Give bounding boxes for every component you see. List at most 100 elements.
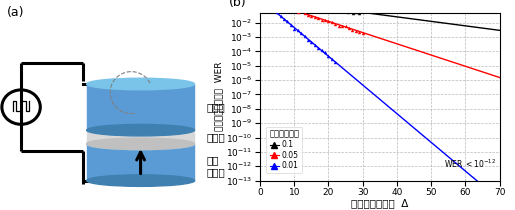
Point [280, 7, 288, 10]
Point [311, 15, 319, 19]
Point [344, 10, 352, 13]
Point [324, 54, 333, 58]
Point [300, 3, 308, 6]
Ellipse shape [87, 138, 195, 150]
Point [304, 13, 312, 16]
Point [294, 3, 302, 6]
Point [270, 0, 278, 2]
Text: 絶縁層: 絶縁層 [206, 132, 225, 142]
Point [327, 7, 335, 10]
Point [287, 23, 295, 26]
Ellipse shape [87, 138, 195, 150]
Point [352, 10, 360, 14]
Point [341, 8, 349, 11]
Text: (b): (b) [229, 0, 247, 9]
Point [314, 5, 322, 8]
Point [328, 57, 336, 60]
Point [297, 31, 305, 34]
Point [266, 6, 274, 9]
Point [330, 9, 338, 12]
Point [333, 7, 341, 10]
Point [291, 2, 300, 5]
Point [304, 38, 312, 41]
Point [349, 11, 357, 14]
Point [338, 9, 346, 12]
Point [297, 4, 305, 7]
Point [287, 6, 295, 9]
Point [264, 0, 272, 1]
Point [318, 48, 326, 51]
Point [267, 0, 275, 3]
Point [273, 10, 281, 14]
Ellipse shape [87, 124, 195, 136]
Point [283, 1, 291, 5]
Point [283, 6, 291, 9]
Point [263, 3, 271, 7]
Point [300, 12, 308, 15]
Point [307, 14, 316, 17]
Point [266, 1, 274, 4]
Ellipse shape [87, 175, 195, 186]
Bar [87, 84, 195, 130]
Point [335, 24, 343, 28]
Bar [87, 144, 195, 181]
Point [278, 0, 286, 3]
Text: WER $< 10^{-12}$: WER $< 10^{-12}$ [444, 158, 496, 170]
Point [256, 0, 264, 1]
Point [316, 5, 324, 9]
Point [319, 4, 327, 7]
Point [277, 14, 285, 18]
Point [357, 9, 366, 13]
Point [338, 24, 346, 28]
Point [280, 17, 288, 20]
Point [272, 0, 281, 3]
Legend: 0.1, 0.05, 0.01: 0.1, 0.05, 0.01 [266, 127, 302, 173]
Point [331, 60, 339, 63]
Text: 磁化
固定層: 磁化 固定層 [206, 155, 225, 177]
Point [270, 8, 278, 11]
Y-axis label: 書き込みエラー率  WER: 書き込みエラー率 WER [214, 62, 223, 131]
Point [277, 5, 285, 9]
Point [281, 0, 289, 3]
Point [308, 5, 316, 9]
Point [260, 0, 268, 2]
Point [286, 1, 294, 5]
Point [345, 27, 353, 30]
Point [302, 3, 311, 7]
Point [290, 27, 298, 31]
Point [297, 9, 305, 13]
Point [335, 8, 344, 11]
Point [294, 28, 302, 32]
Point [263, 0, 271, 2]
Point [321, 51, 329, 54]
Point [348, 28, 356, 31]
Point [262, 0, 270, 1]
Text: (a): (a) [7, 6, 25, 19]
Point [321, 18, 329, 22]
Point [283, 20, 291, 23]
Point [354, 11, 363, 14]
Point [273, 3, 281, 7]
Point [358, 31, 367, 34]
Point [324, 20, 333, 23]
Point [307, 40, 316, 44]
Point [352, 30, 360, 33]
Point [305, 4, 314, 7]
Point [270, 1, 278, 5]
Point [259, 0, 267, 1]
Point [311, 3, 319, 7]
Point [341, 24, 350, 27]
Point [275, 1, 283, 4]
Point [331, 22, 339, 26]
Point [322, 6, 330, 9]
Point [346, 9, 354, 12]
Point [289, 1, 297, 4]
Point [328, 20, 336, 23]
Point [290, 8, 298, 12]
Ellipse shape [87, 124, 195, 136]
Point [314, 17, 322, 20]
Point [294, 10, 302, 13]
Point [355, 31, 364, 34]
Text: 記憶層: 記憶層 [206, 102, 225, 112]
Point [260, 0, 268, 2]
